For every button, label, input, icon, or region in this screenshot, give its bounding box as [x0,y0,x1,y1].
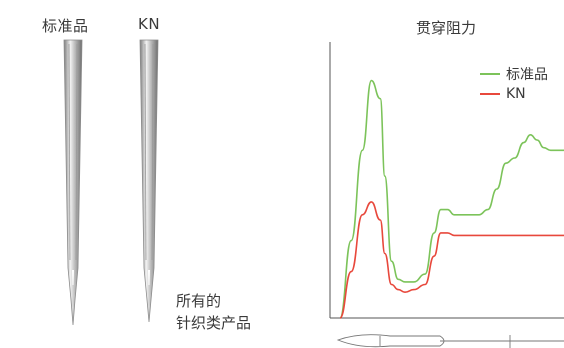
series-line-standard [339,79,564,319]
legend-label-kn: KN [506,86,526,102]
kn-needle-label: KN [138,15,161,33]
legend-item-kn: KN [480,84,548,104]
series-line-kn [339,201,564,319]
note-text: 所有的 针织类产品 [176,290,251,334]
standard-needle [63,39,83,326]
standard-needle-label: 标准品 [42,17,89,35]
chart-legend: 标准品 KN [480,64,548,104]
kn-needle [139,39,159,323]
legend-swatch-standard [480,73,500,75]
needle-sketch [336,334,564,348]
legend-item-standard: 标准品 [480,64,548,84]
series-layer [339,79,564,319]
note-line-2: 针织类产品 [176,314,252,332]
needles-illustration [63,39,159,326]
legend-label-standard: 标准品 [506,67,548,83]
note-line-1: 所有的 [176,292,222,310]
chart-title: 贯穿阻力 [416,19,477,37]
legend-swatch-kn [480,93,500,95]
